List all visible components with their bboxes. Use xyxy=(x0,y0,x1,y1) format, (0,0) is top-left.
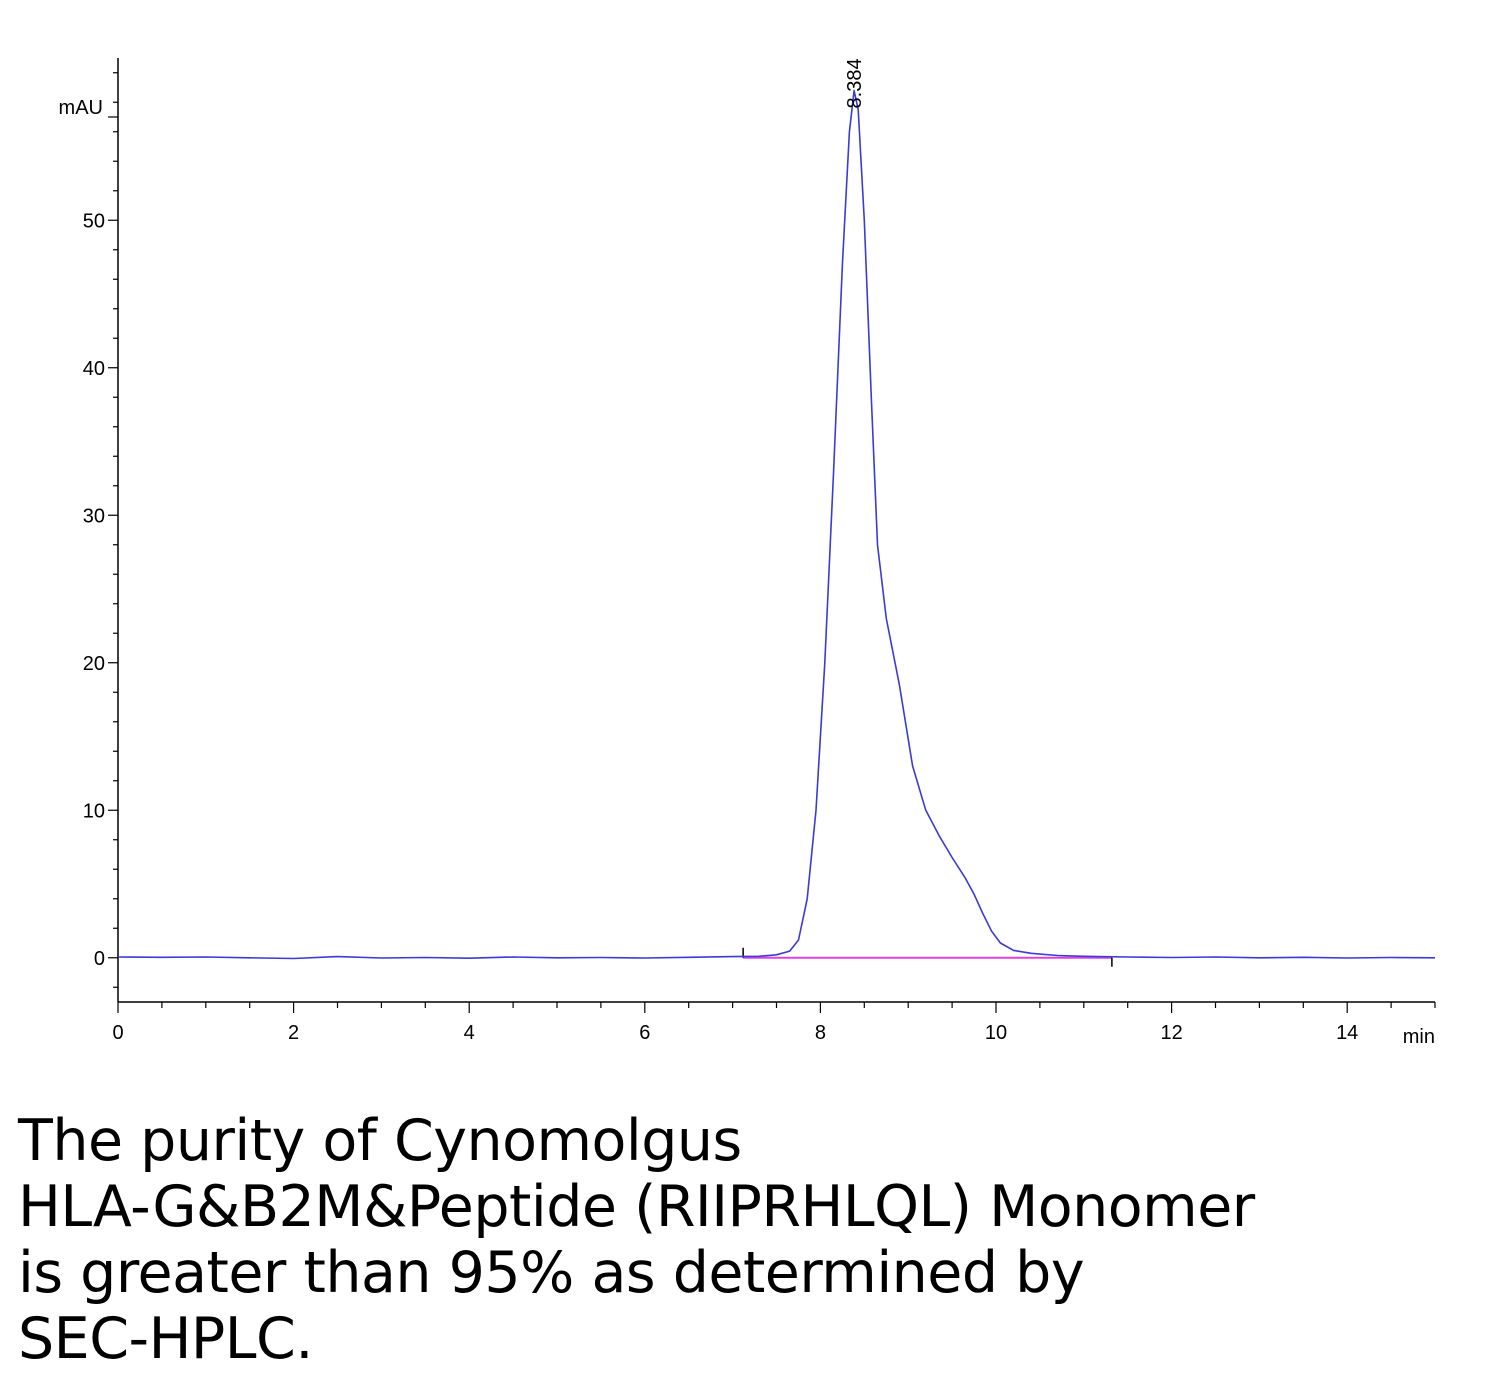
x-axis-label: min xyxy=(1403,1026,1435,1048)
y-tick-label: 0 xyxy=(94,948,105,970)
y-tick-label: 20 xyxy=(83,653,105,675)
y-tick-label: 10 xyxy=(83,800,105,822)
chart-labels: 0 10 20 30 40 50 mAU 0 2 4 6 8 10 12 14 min 8.384 xyxy=(59,58,1435,1048)
x-tick-label: 10 xyxy=(985,1022,1007,1044)
y-tick-label: 30 xyxy=(83,505,105,527)
caption-line-1: The purity of Cynomolgus xyxy=(18,1108,742,1174)
x-tick-label: 0 xyxy=(112,1022,123,1044)
y-tick-label: 40 xyxy=(83,358,105,380)
peak-retention-label: 8.384 xyxy=(844,58,866,108)
x-tick-label: 4 xyxy=(464,1022,475,1044)
hplc-chromatogram: 0 10 20 30 40 50 mAU 0 2 4 6 8 10 12 14 min 8.384 xyxy=(59,58,1436,1048)
y-tick-label: 50 xyxy=(83,210,105,232)
y-axis-label: mAU xyxy=(59,97,103,119)
chart-marks xyxy=(117,89,1436,967)
x-tick-label: 12 xyxy=(1160,1022,1182,1044)
chromatogram-trace xyxy=(117,89,1436,960)
chart-axes xyxy=(108,58,1436,1013)
x-tick-label: 8 xyxy=(815,1022,826,1044)
figure-caption: The purity of Cynomolgus HLA-G&B2M&Pepti… xyxy=(18,1108,1478,1372)
caption-line-3: is greater than 95% as determined by xyxy=(18,1240,1085,1306)
caption-line-2: HLA-G&B2M&Peptide (RIIPRHLQL) Monomer xyxy=(18,1174,1255,1240)
caption-line-4: SEC-HPLC. xyxy=(18,1306,313,1372)
x-tick-label: 14 xyxy=(1336,1022,1358,1044)
x-tick-label: 6 xyxy=(639,1022,650,1044)
x-tick-label: 2 xyxy=(288,1022,299,1044)
